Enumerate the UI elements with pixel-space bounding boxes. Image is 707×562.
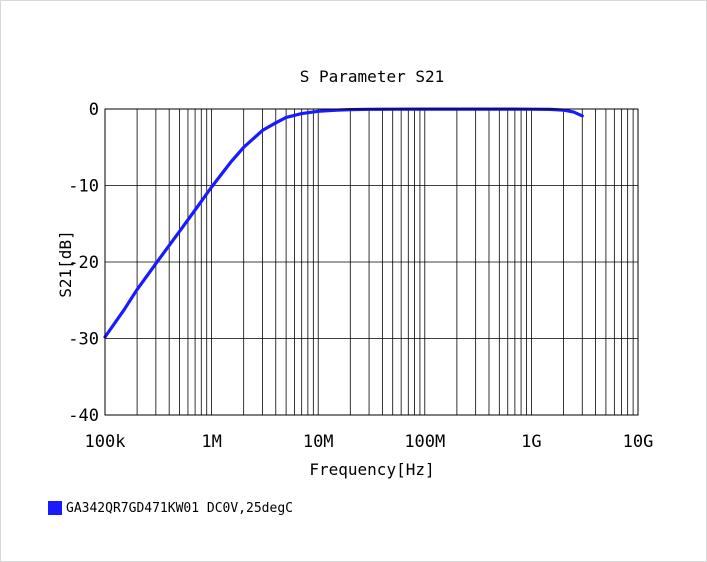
legend-label: GA342QR7GD471KW01 DC0V,25degC	[66, 500, 293, 516]
x-tick-label: 1G	[521, 432, 541, 452]
x-axis-label: Frequency[Hz]	[309, 460, 434, 479]
y-tick-label: -40	[68, 406, 99, 426]
series-line	[103, 107, 584, 339]
x-tick-label: 100M	[404, 432, 445, 452]
x-tick-label: 10G	[623, 432, 654, 452]
y-tick-labels: 0 -10 -20 -30 -40	[68, 100, 99, 426]
y-tick-label: 0	[89, 100, 99, 120]
legend-swatch	[48, 501, 62, 515]
x-tick-labels: 100k 1M 10M 100M 1G 10G	[85, 432, 654, 452]
y-tick-label: -10	[68, 177, 99, 197]
chart-title: S Parameter S21	[300, 67, 445, 86]
grid	[105, 109, 638, 415]
y-tick-label: -30	[68, 330, 99, 350]
legend: GA342QR7GD471KW01 DC0V,25degC	[48, 498, 293, 518]
x-tick-label: 100k	[85, 432, 126, 452]
plot-border	[104, 108, 639, 416]
y-tick-label: -20	[68, 253, 99, 273]
x-tick-label: 10M	[303, 432, 334, 452]
y-axis-label: S21[dB]	[56, 230, 75, 297]
x-tick-label: 1M	[201, 432, 221, 452]
